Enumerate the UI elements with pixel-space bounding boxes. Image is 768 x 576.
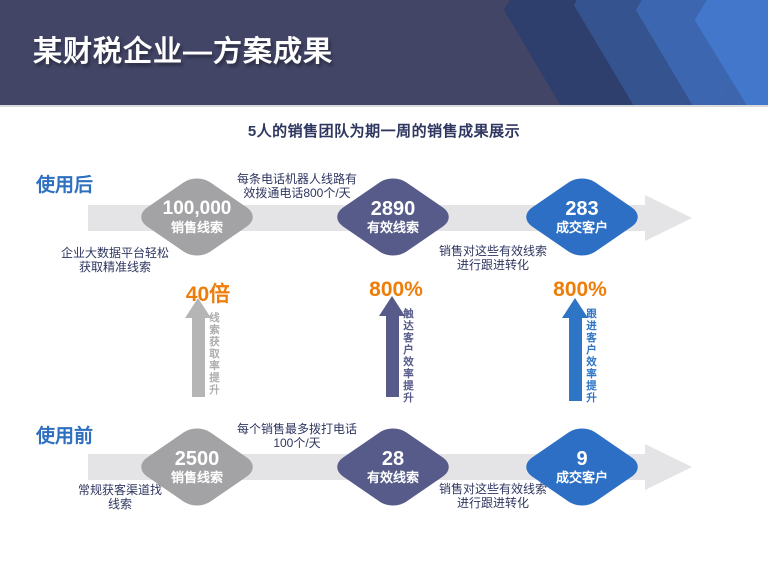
note-before-conventional-channels: 常规获客渠道找 线索: [77, 483, 162, 511]
gain-label-reach: 触达客户效率提升: [402, 308, 414, 404]
note-after-robot-calls: 每条电话机器人线路有 效拨通电话800个/天: [236, 172, 357, 200]
after-row-label: 使用后: [36, 175, 94, 196]
up-arrow-gray-icon: [185, 298, 211, 397]
node-value: 9: [576, 448, 588, 470]
gain-label-leads: 线索获取率提升: [208, 312, 220, 396]
node-after-sales-leads: 100,000 销售线索: [133, 172, 261, 262]
node-value: 2500: [174, 448, 220, 470]
node-label: 成交客户: [555, 470, 608, 485]
up-arrow-blue-icon: [562, 298, 588, 401]
node-label: 有效线索: [366, 220, 419, 235]
node-value: 28: [381, 448, 405, 470]
node-after-closed-customers: 283 成交客户: [518, 172, 646, 262]
slide-title: 某财税企业—方案成果: [33, 36, 334, 68]
node-value: 2890: [370, 198, 416, 220]
header-bar: 某财税企业—方案成果: [0, 0, 768, 105]
node-value: 283: [565, 198, 599, 220]
gain-value-reach: 800%: [369, 278, 423, 301]
note-after-followup: 销售对这些有效线索 进行跟进转化: [438, 244, 547, 272]
node-label: 有效线索: [366, 470, 419, 485]
up-arrow-slate-icon: [379, 296, 405, 397]
note-after-bigdata-platform: 企业大数据平台轻松 获取精准线索: [60, 246, 169, 274]
node-label: 销售线索: [170, 220, 223, 235]
note-before-followup: 销售对这些有效线索 进行跟进转化: [438, 482, 547, 510]
flow-band-arrowhead-after-icon: [645, 195, 692, 241]
node-label: 成交客户: [555, 220, 608, 235]
node-before-valid-leads: 28 有效线索: [329, 422, 457, 512]
node-after-valid-leads: 2890 有效线索: [329, 172, 457, 262]
node-before-sales-leads: 2500 销售线索: [133, 422, 261, 512]
node-value: 100,000: [162, 198, 232, 219]
before-row-label: 使用前: [36, 426, 94, 447]
flow-band-arrowhead-before-icon: [645, 444, 692, 490]
gain-label-followup: 跟进客户效率提升: [585, 308, 597, 404]
node-label: 销售线索: [170, 470, 223, 485]
header-divider: [0, 105, 768, 107]
note-before-manual-calls: 每个销售最多拨打电话 100个/天: [236, 422, 357, 450]
node-before-closed-customers: 9 成交客户: [518, 422, 646, 512]
gain-value-followup: 800%: [553, 278, 607, 301]
slide-subtitle: 5人的销售团队为期一周的销售成果展示: [247, 123, 521, 140]
